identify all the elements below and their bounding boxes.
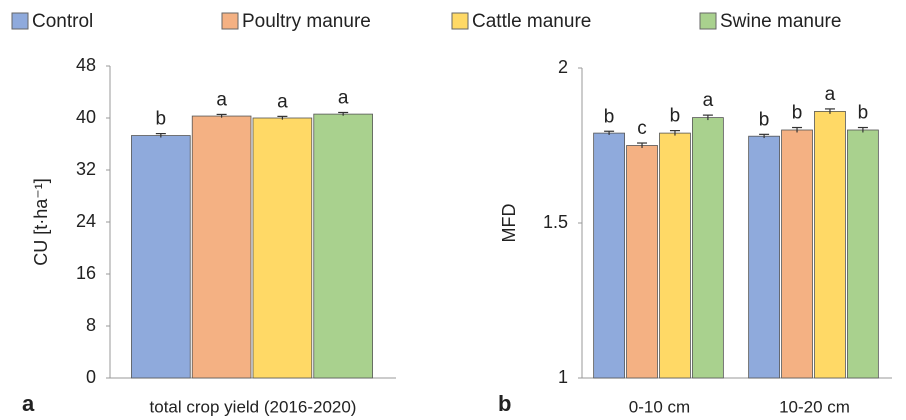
bar xyxy=(692,117,724,379)
bar xyxy=(659,132,691,379)
legend-label: Control xyxy=(32,11,93,32)
significance-letter: b xyxy=(156,109,167,130)
y-axis-label: MFD xyxy=(499,204,519,243)
y-tick-label: 1 xyxy=(558,367,568,387)
legend-swatch xyxy=(11,12,29,30)
legend-label: Swine manure xyxy=(720,11,841,32)
bar xyxy=(748,135,780,379)
x-tick-label: 10-20 cm xyxy=(779,397,850,416)
legend-label: Poultry manure xyxy=(242,11,371,32)
significance-letter: b xyxy=(858,103,869,124)
significance-letter: a xyxy=(338,87,349,108)
y-tick-label: 48 xyxy=(76,55,96,75)
panel-label: b xyxy=(498,391,511,416)
bar xyxy=(593,132,625,379)
bar xyxy=(781,129,813,379)
legend-swatch xyxy=(221,12,239,30)
y-tick-label: 1.5 xyxy=(543,212,568,232)
y-tick-label: 16 xyxy=(76,263,96,283)
significance-letter: b xyxy=(759,109,770,130)
y-tick-label: 8 xyxy=(86,315,96,335)
significance-letter: a xyxy=(216,89,227,110)
bar xyxy=(191,115,252,379)
y-tick-label: 40 xyxy=(76,107,96,127)
legend-label: Cattle manure xyxy=(472,11,591,32)
bar xyxy=(252,117,313,379)
significance-letter: b xyxy=(792,103,803,124)
x-tick-label: 0-10 cm xyxy=(629,397,690,416)
y-tick-label: 32 xyxy=(76,159,96,179)
bar xyxy=(131,135,191,379)
bar xyxy=(814,111,846,379)
x-tick-label: total crop yield (2016-2020) xyxy=(150,397,357,416)
y-tick-label: 0 xyxy=(86,367,96,387)
y-tick-label: 2 xyxy=(558,57,568,77)
panel-label: a xyxy=(22,391,35,416)
significance-letter: b xyxy=(604,106,615,127)
significance-letter: c xyxy=(637,118,647,139)
significance-letter: a xyxy=(703,90,714,111)
significance-letter: b xyxy=(670,106,681,127)
bar xyxy=(847,129,879,379)
bar xyxy=(313,113,373,379)
y-tick-label: 24 xyxy=(76,211,96,231)
bar xyxy=(626,145,658,379)
legend-swatch xyxy=(699,12,717,30)
legend-swatch xyxy=(451,12,469,30)
y-axis-label: CU [t·ha⁻¹] xyxy=(31,178,51,266)
significance-letter: a xyxy=(825,84,836,105)
significance-letter: a xyxy=(277,91,288,112)
